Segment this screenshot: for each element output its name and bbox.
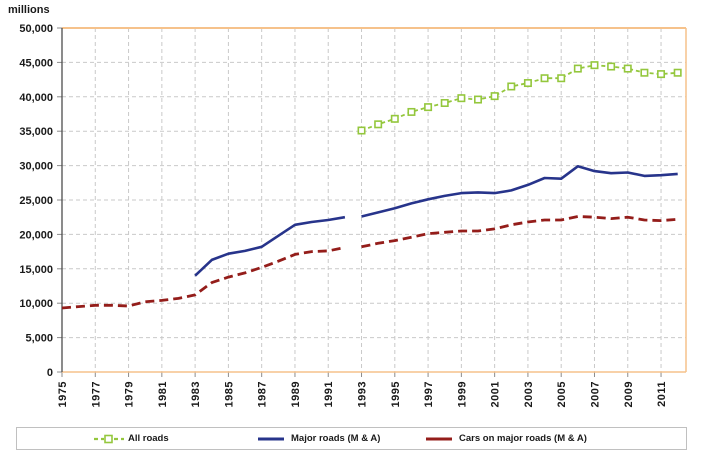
major-roads-line-icon <box>257 434 287 444</box>
legend-label-major-roads: Major roads (M & A) <box>291 433 381 444</box>
series-major-roads-m-a <box>194 165 678 277</box>
svg-text:2009: 2009 <box>623 381 635 407</box>
svg-text:1989: 1989 <box>290 381 302 407</box>
svg-text:1975: 1975 <box>57 381 69 407</box>
svg-text:0: 0 <box>47 367 53 379</box>
legend: All roads Major roads (M & A) Cars on ma… <box>16 427 687 450</box>
svg-text:2001: 2001 <box>490 381 502 407</box>
svg-text:15,000: 15,000 <box>19 264 53 276</box>
cars-major-roads-line-icon <box>425 434 455 444</box>
legend-label-cars-major-roads: Cars on major roads (M & A) <box>459 433 587 444</box>
svg-text:45,000: 45,000 <box>19 57 53 69</box>
svg-text:25,000: 25,000 <box>19 195 53 207</box>
svg-text:40,000: 40,000 <box>19 92 53 104</box>
svg-text:50,000: 50,000 <box>19 23 53 35</box>
plot-frame <box>61 27 687 373</box>
chart-svg: 50,000 45,000 40,000 35,000 30,000 25,000 20,0… <box>19 23 687 407</box>
svg-text:30,000: 30,000 <box>19 161 53 173</box>
legend-item-cars-major-roads: Cars on major roads (M & A) <box>425 428 587 449</box>
y-axis-labels: 50,000 45,000 40,000 35,000 30,000 25,000 20,0… <box>19 23 53 379</box>
legend-item-all-roads: All roads <box>94 428 169 449</box>
legend-item-major-roads: Major roads (M & A) <box>257 428 380 449</box>
svg-text:1979: 1979 <box>124 381 136 407</box>
svg-text:1983: 1983 <box>190 381 202 407</box>
svg-text:2005: 2005 <box>556 381 568 407</box>
series-cars-on-major-roads-m-a <box>61 215 678 310</box>
x-axis-labels: 1975 1977 1979 1981 1983 1985 1987 1989 1991 1993… <box>57 381 668 407</box>
svg-text:20,000: 20,000 <box>19 229 53 241</box>
legend-label-all-roads: All roads <box>128 433 169 444</box>
svg-text:1997: 1997 <box>423 381 435 407</box>
svg-text:1995: 1995 <box>390 381 402 407</box>
svg-text:1985: 1985 <box>223 381 235 407</box>
svg-text:1981: 1981 <box>157 381 169 407</box>
all-roads-line-icon <box>94 434 124 444</box>
svg-text:1991: 1991 <box>323 381 335 407</box>
y-tick-marks <box>57 27 62 373</box>
y-axis-unit-label: millions <box>8 4 50 16</box>
svg-text:1999: 1999 <box>456 381 468 407</box>
svg-text:2003: 2003 <box>523 381 535 407</box>
svg-text:5,000: 5,000 <box>25 333 53 345</box>
svg-text:1987: 1987 <box>257 381 269 407</box>
svg-text:2007: 2007 <box>589 381 601 407</box>
svg-text:35,000: 35,000 <box>19 126 53 138</box>
svg-text:10,000: 10,000 <box>19 298 53 310</box>
x-tick-marks <box>61 372 662 377</box>
y-gridlines <box>62 61 686 339</box>
series-all-roads <box>357 61 682 135</box>
svg-text:1977: 1977 <box>90 381 102 407</box>
svg-text:2011: 2011 <box>656 381 668 407</box>
svg-text:1993: 1993 <box>357 381 369 407</box>
